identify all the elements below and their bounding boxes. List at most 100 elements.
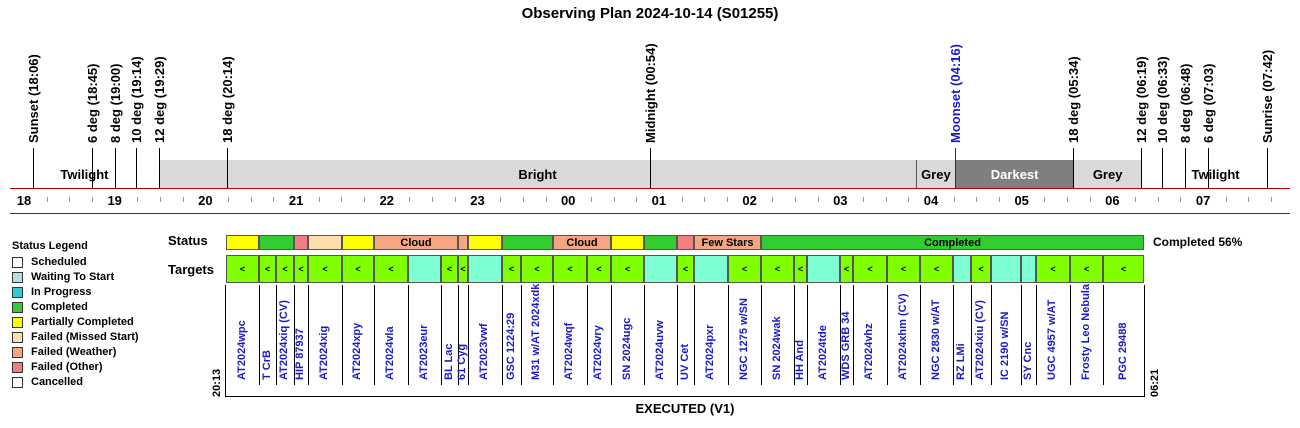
target-cell[interactable]: <	[587, 255, 611, 283]
status-segment[interactable]	[308, 235, 342, 250]
target-name[interactable]: NGC 1275 w/SN	[737, 298, 750, 380]
target-cell[interactable]	[807, 255, 840, 283]
target-name[interactable]: AT2024vhz	[863, 323, 875, 380]
target-cell[interactable]: <	[677, 255, 694, 283]
target-name[interactable]: AT2023eur	[417, 324, 430, 380]
status-segment[interactable]: Cloud	[374, 235, 458, 250]
target-cell[interactable]: <	[342, 255, 374, 283]
hour-label: 03	[833, 193, 848, 208]
target-cell[interactable]: <	[971, 255, 991, 283]
target-name[interactable]: 61 Cyg	[456, 343, 468, 380]
target-cell[interactable]: <	[920, 255, 953, 283]
target-name[interactable]: SN 2024ugc	[620, 317, 633, 380]
target-cell[interactable]: <	[1103, 255, 1144, 283]
target-cell[interactable]: <	[502, 255, 521, 283]
hour-label: 22	[379, 193, 395, 208]
status-segment[interactable]	[468, 235, 502, 250]
status-segment[interactable]	[677, 235, 694, 250]
target-name[interactable]: UV Cet	[678, 343, 691, 380]
target-name[interactable]: UGC 4957 w/AT	[1046, 299, 1058, 381]
target-divider	[1144, 285, 1145, 385]
target-cell[interactable]	[991, 255, 1021, 283]
target-cell[interactable]: <	[1036, 255, 1070, 283]
target-name[interactable]: AT2024xpy	[351, 322, 363, 380]
target-cell[interactable]	[468, 255, 502, 283]
target-name[interactable]: AT2024uvw	[653, 320, 666, 380]
event-label: Sunrise (07:42)	[1259, 49, 1275, 143]
target-name[interactable]: AT2024tde	[816, 325, 829, 380]
status-segment[interactable]	[502, 235, 553, 250]
target-name[interactable]: WDS GRB 34	[839, 311, 852, 380]
target-name[interactable]: AT2023vwf	[478, 323, 490, 380]
target-name[interactable]: GSC 1224:29	[504, 312, 517, 380]
target-name[interactable]: PGC 29488	[1116, 322, 1129, 380]
minor-tick	[976, 197, 978, 202]
target-cell[interactable]: <	[1070, 255, 1103, 283]
target-cell[interactable]: <	[887, 255, 920, 283]
target-cell[interactable]: <	[794, 255, 807, 283]
target-name[interactable]: AT2024pxr	[704, 324, 716, 380]
target-name[interactable]: M31 w/AT 2024xdk	[530, 283, 542, 380]
target-name[interactable]: AT2024xhm (CV)	[896, 293, 909, 380]
target-name[interactable]: AT2024xiu (CV)	[974, 300, 986, 380]
sky-band: Grey	[1073, 160, 1142, 188]
target-name[interactable]: BL Lac	[442, 343, 455, 380]
target-cell[interactable]: <	[853, 255, 887, 283]
hour-label: 21	[288, 193, 304, 208]
target-cell[interactable]: <	[458, 255, 468, 283]
target-cell[interactable]: <	[611, 255, 644, 283]
target-name[interactable]: AT2024vla	[384, 326, 396, 380]
status-segment[interactable]: Cloud	[553, 235, 611, 250]
target-name[interactable]: Frosty Leo Nebula	[1079, 284, 1092, 380]
event-tick	[135, 148, 137, 188]
target-name[interactable]: AT2024wqf	[563, 322, 575, 380]
target-name[interactable]: AT2024xiq (CV)	[278, 300, 290, 380]
target-name[interactable]: AT2024vry	[592, 325, 604, 380]
target-cell[interactable]	[644, 255, 677, 283]
target-name[interactable]: AT2024wpc	[235, 320, 248, 380]
target-divider	[587, 285, 588, 385]
legend-label: In Progress	[31, 286, 92, 298]
sky-band: Bright	[158, 160, 916, 188]
status-segment[interactable]: Completed	[761, 235, 1144, 250]
target-cell[interactable]	[953, 255, 971, 283]
hour-label: 06	[1105, 193, 1120, 208]
target-name[interactable]: IC 2190 w/SN	[999, 311, 1011, 380]
target-cell[interactable]: <	[294, 255, 308, 283]
status-segment[interactable]	[259, 235, 294, 250]
target-divider	[502, 285, 503, 385]
target-name[interactable]: RZ LMi	[955, 343, 967, 380]
status-segment[interactable]	[644, 235, 677, 250]
target-cell[interactable]: <	[728, 255, 761, 283]
status-segment[interactable]: Few Stars	[694, 235, 761, 250]
status-segment[interactable]	[226, 235, 259, 250]
target-cell[interactable]: <	[308, 255, 342, 283]
legend-label: Scheduled	[31, 256, 87, 268]
target-cell[interactable]: <	[441, 255, 458, 283]
target-cell[interactable]: <	[761, 255, 794, 283]
target-name[interactable]: SN 2024wak	[770, 316, 783, 380]
target-cell[interactable]	[1021, 255, 1036, 283]
target-cell[interactable]: <	[259, 255, 276, 283]
target-cell[interactable]: <	[553, 255, 587, 283]
target-cell[interactable]: <	[226, 255, 259, 283]
status-segment[interactable]	[458, 235, 468, 250]
minor-tick	[160, 197, 162, 202]
target-divider	[991, 285, 992, 385]
target-cell[interactable]	[408, 255, 441, 283]
target-cell[interactable]: <	[840, 255, 853, 283]
status-segment[interactable]	[342, 235, 374, 250]
status-segment[interactable]	[611, 235, 644, 250]
target-name[interactable]: HIP 87937	[294, 328, 306, 380]
target-cell[interactable]: <	[374, 255, 408, 283]
target-name[interactable]: HH And	[793, 340, 806, 380]
target-name[interactable]: AT2024xig	[318, 325, 330, 380]
target-name[interactable]: SY Cnc	[1021, 341, 1034, 380]
target-cell[interactable]: <	[521, 255, 553, 283]
status-segment[interactable]	[294, 235, 308, 250]
target-cell[interactable]: <	[276, 255, 294, 283]
target-name[interactable]: NGC 2830 w/AT	[929, 299, 942, 381]
target-cell[interactable]	[694, 255, 728, 283]
target-name[interactable]: T CrB	[260, 350, 273, 380]
target-divider	[342, 285, 343, 385]
